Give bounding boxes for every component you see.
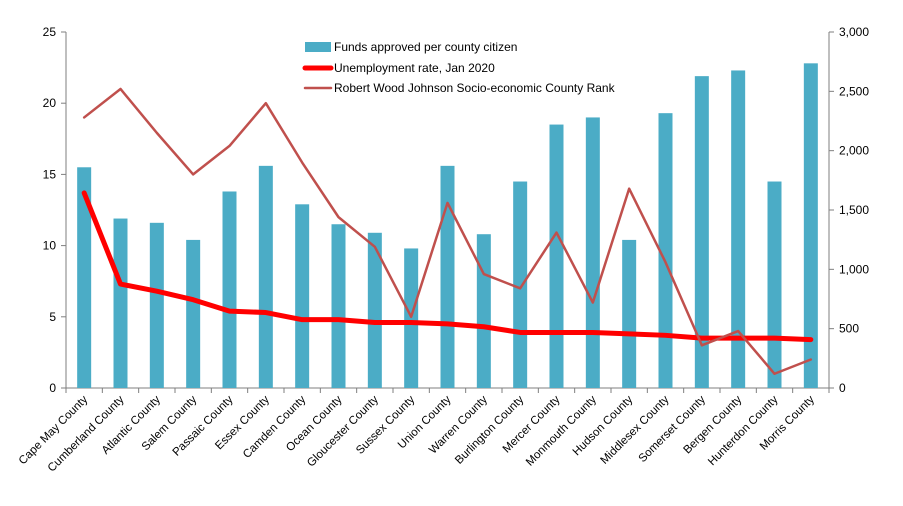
category-label: Burlington County [453, 393, 526, 466]
category-label: Hunterdon County [706, 393, 781, 468]
funds-bar [658, 113, 673, 388]
category-label: Cape May County [17, 393, 91, 467]
right-tick-label: 500 [839, 322, 859, 336]
right-tick-label: 0 [839, 381, 846, 395]
left-tick-label: 0 [49, 381, 56, 395]
legend: Funds approved per county citizen Unemplo… [302, 40, 616, 95]
funds-bar [513, 181, 528, 388]
funds-bar [549, 124, 564, 388]
funds-bar [622, 239, 637, 388]
funds-bar [767, 181, 782, 388]
bars-layer [77, 63, 818, 389]
left-tick-label: 10 [43, 239, 57, 253]
legend-label: Unemployment rate, Jan 2020 [334, 61, 495, 75]
right-tick-label: 1,500 [839, 203, 869, 217]
right-tick-label: 2,500 [839, 84, 869, 98]
legend-label: Funds approved per county citizen [334, 40, 517, 54]
funds-bar [694, 76, 709, 389]
funds-bar [331, 224, 346, 388]
funds-bar [440, 165, 455, 388]
left-tick-label: 25 [43, 25, 57, 39]
left-tick-label: 20 [43, 96, 57, 110]
funds-bar [404, 248, 419, 388]
lines-layer [81, 87, 814, 376]
legend-swatch-funds [305, 42, 331, 52]
category-label: Middlesex County [599, 393, 672, 466]
rank-line [82, 87, 813, 376]
funds-bar [77, 167, 92, 388]
left-tick-label: 15 [43, 167, 57, 181]
funds-bar [113, 218, 128, 388]
category-label: Monmouth County [524, 393, 599, 468]
left-tick-label: 5 [49, 310, 56, 324]
category-label: Somerset County [637, 393, 708, 464]
funds-bar [585, 117, 600, 388]
legend-label: Robert Wood Johnson Socio-economic Count… [334, 81, 616, 95]
right-tick-label: 2,000 [839, 144, 869, 158]
funds-bar [367, 232, 382, 388]
funds-bar [803, 63, 818, 388]
category-label: Camden County [241, 393, 308, 460]
funds-bar [476, 234, 491, 388]
funds-bar [731, 70, 746, 388]
funds-bar [258, 165, 273, 388]
funds-bar [186, 239, 201, 388]
right-tick-label: 1,000 [839, 262, 869, 276]
right-tick-label: 3,000 [839, 25, 869, 39]
unemployment-line [81, 190, 814, 343]
funds-bar [222, 191, 237, 388]
funds-bar [295, 204, 310, 388]
funds-bar [149, 222, 164, 388]
